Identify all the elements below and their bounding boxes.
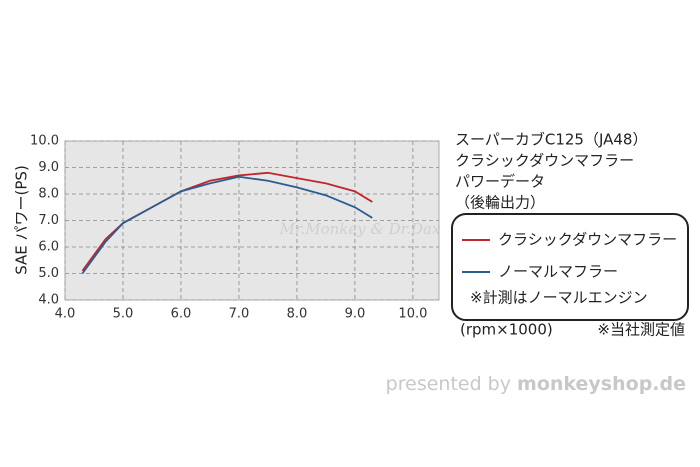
x-tick-label: 4.0 bbox=[55, 307, 76, 322]
footer-site: monkeyshop.de bbox=[517, 373, 686, 395]
y-tick-label: 6.0 bbox=[38, 240, 59, 255]
title-line: （後輪出力） bbox=[455, 194, 545, 212]
x-tick-label: 7.0 bbox=[229, 307, 250, 322]
y-axis-label: SAE パワー(PS) bbox=[13, 165, 31, 275]
footer-text: presented by bbox=[386, 373, 517, 395]
y-tick-label: 4.0 bbox=[38, 293, 59, 308]
x-tick-label: 5.0 bbox=[113, 307, 134, 322]
y-tick-label: 8.0 bbox=[38, 187, 59, 202]
title-line: パワーデータ bbox=[455, 173, 545, 191]
x-tick-label: 8.0 bbox=[287, 307, 308, 322]
y-tick-label: 7.0 bbox=[38, 213, 59, 228]
x-tick-label: 9.0 bbox=[345, 307, 366, 322]
x-tick-label: 6.0 bbox=[171, 307, 192, 322]
footer: presented by monkeyshop.de bbox=[386, 373, 686, 395]
legend-box bbox=[451, 213, 689, 321]
x-tick-label: 10.0 bbox=[398, 307, 427, 322]
legend-label: クラシックダウンマフラー bbox=[498, 231, 677, 249]
note: ※計測はノーマルエンジン bbox=[470, 289, 648, 307]
watermark: Mr.Monkey & Dr.Dax bbox=[279, 220, 441, 238]
plot-border bbox=[64, 140, 440, 301]
title-line: スーパーカブC125（JA48） bbox=[455, 131, 647, 149]
y-tick-label: 5.0 bbox=[38, 266, 59, 281]
x-axis-label: (rpm×1000) bbox=[460, 321, 553, 339]
title-line: クラシックダウンマフラー bbox=[455, 152, 634, 170]
y-tick-label: 9.0 bbox=[38, 160, 59, 175]
series-line bbox=[81, 175, 373, 275]
y-tick-label: 10.0 bbox=[30, 134, 59, 149]
series-line bbox=[81, 171, 373, 272]
legend-label: ノーマルマフラー bbox=[498, 263, 618, 281]
source-note: ※当社測定値 bbox=[597, 321, 685, 339]
